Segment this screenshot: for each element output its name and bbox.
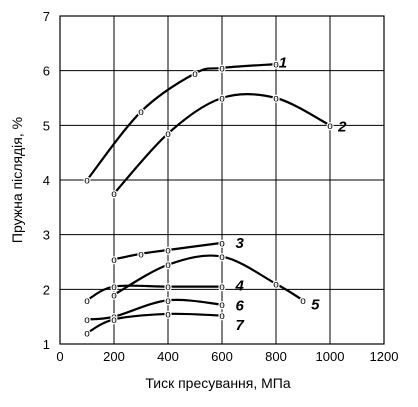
data-point: o xyxy=(192,69,198,80)
data-point: o xyxy=(273,60,279,71)
data-point: o xyxy=(219,282,225,293)
y-tick-label: 5 xyxy=(43,118,50,133)
data-point: o xyxy=(111,312,117,323)
x-axis-title: Тиск пресування, МПа xyxy=(145,375,291,391)
x-tick-label: 400 xyxy=(157,349,179,364)
data-point: o xyxy=(219,238,225,249)
data-point: o xyxy=(165,245,171,256)
series-line-2 xyxy=(113,92,331,195)
data-point: o xyxy=(165,129,171,140)
y-tick-label: 4 xyxy=(43,173,50,188)
y-tick-label: 1 xyxy=(43,337,50,352)
series-line-3 xyxy=(113,241,223,261)
series-label-3: 3 xyxy=(236,235,245,252)
data-point: o xyxy=(138,107,144,118)
series-line-1 xyxy=(86,63,277,181)
series-label-1: 1 xyxy=(279,54,287,71)
series-7: oo o o xyxy=(83,308,227,341)
series-label-5: 5 xyxy=(311,297,320,314)
data-point: o xyxy=(84,176,90,187)
data-point: o xyxy=(273,94,279,105)
data-point: o xyxy=(219,94,225,105)
data-point: o xyxy=(84,315,90,326)
y-tick-label: 3 xyxy=(43,228,50,243)
series-4: oo o o xyxy=(83,281,227,308)
x-tick-label: 600 xyxy=(211,349,233,364)
data-point: o xyxy=(219,252,225,263)
data-point: o xyxy=(327,121,333,132)
series-line-6 xyxy=(86,298,223,321)
data-point: o xyxy=(111,255,117,266)
y-axis-title: Пружна післядія, % xyxy=(9,117,25,243)
x-tick-label: 1200 xyxy=(370,349,399,364)
x-tick-label: 800 xyxy=(265,349,287,364)
y-tick-label: 6 xyxy=(43,64,50,79)
data-point: o xyxy=(111,189,117,200)
y-tick-label: 7 xyxy=(43,9,50,24)
label-layer: 1 2 3 4 5 6 7 xyxy=(235,54,348,333)
data-point: o xyxy=(138,249,144,260)
series-6: o oo o xyxy=(83,295,227,328)
data-point: o xyxy=(111,282,117,293)
series-line-7 xyxy=(86,312,223,335)
data-point: o xyxy=(165,282,171,293)
y-tick-label: 2 xyxy=(43,282,50,297)
data-point: o xyxy=(111,290,117,301)
series-1: o o o o o xyxy=(83,58,281,187)
data-point: o xyxy=(300,296,306,307)
x-tick-label: 1000 xyxy=(316,349,345,364)
data-point: o xyxy=(273,279,279,290)
data-point: o xyxy=(165,260,171,271)
data-point: o xyxy=(84,329,90,340)
series-label-4: 4 xyxy=(235,278,245,295)
data-point: o xyxy=(165,296,171,307)
data-point: o xyxy=(111,315,117,326)
plot-frame xyxy=(59,15,385,345)
series-label-2: 2 xyxy=(337,118,347,135)
data-point: o xyxy=(219,300,225,311)
grid-layer xyxy=(60,16,384,344)
series-line-5 xyxy=(113,254,304,302)
x-tick-label: 200 xyxy=(103,349,125,364)
series-line-4 xyxy=(86,284,222,302)
series-label-7: 7 xyxy=(236,317,245,334)
data-point: o xyxy=(219,63,225,74)
series-2: o o o o o xyxy=(110,92,335,201)
series-3: o o oo xyxy=(110,237,227,267)
data-point: o xyxy=(219,311,225,322)
axis-layer: 0 200 400 600 800 1000 1200 1 2 3 4 5 6 7 xyxy=(43,9,399,364)
x-tick-label: 0 xyxy=(56,349,63,364)
data-point: o xyxy=(165,309,171,320)
series-label-6: 6 xyxy=(236,298,245,315)
data-point: o xyxy=(84,296,90,307)
